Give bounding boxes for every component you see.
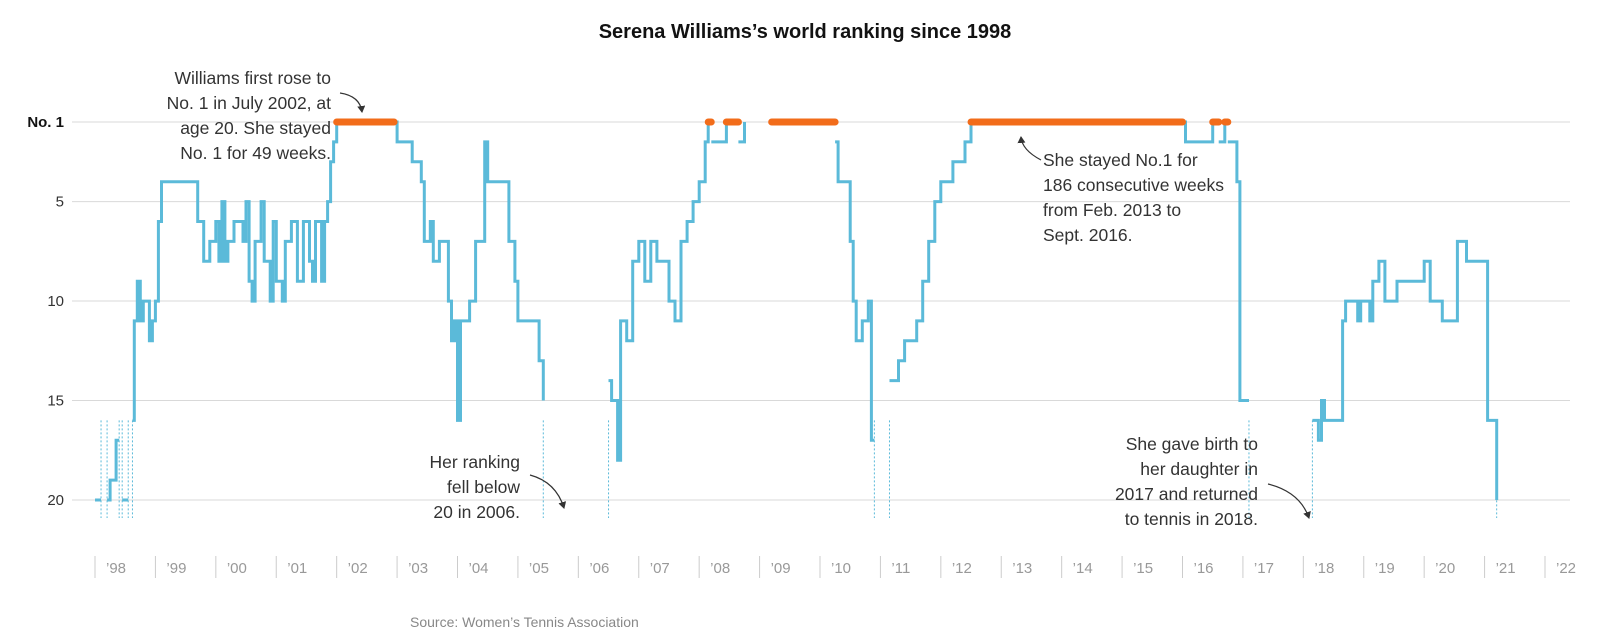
annotation-first-no1: Williams first rose to No. 1 in July 2002…	[167, 68, 332, 163]
x-tick-label: ’02	[348, 560, 368, 577]
x-tick-label: ’09	[771, 560, 791, 577]
annotation-line: Williams first rose to	[174, 68, 331, 88]
ranking-segment	[889, 122, 973, 383]
x-tick-label: ’22	[1556, 560, 1576, 577]
x-tick-label: ’99	[166, 560, 186, 577]
annotation-line: 2017 and returned	[1115, 484, 1258, 504]
x-axis-labels: ’98 ’99 ’00 ’01 ’02 ’03 ’04 ’05 ’06 ’07 ’08 ’09 ’10 ’…	[94, 556, 1576, 578]
y-axis-labels: No. 1 5 10 15 20	[27, 114, 64, 509]
chart-title: Serena Williams’s world ranking since 19…	[599, 21, 1012, 43]
x-tick-label: ’05	[529, 560, 549, 577]
annotation-line: No. 1 for 49 weeks.	[180, 143, 331, 163]
ranking-segment	[738, 122, 746, 144]
y-tick-label: 10	[47, 293, 64, 310]
x-tick-label: ’11	[891, 560, 910, 577]
annotation-line: Sept. 2016.	[1043, 225, 1133, 245]
annotation-arrow	[1267, 483, 1311, 519]
y-tick-label: 20	[47, 492, 64, 509]
x-tick-label: ’18	[1314, 560, 1334, 577]
x-tick-label: ’19	[1375, 560, 1395, 577]
x-tick-label: ’15	[1133, 560, 1153, 577]
y-tick-label: 5	[56, 194, 64, 211]
ranking-segment	[1227, 140, 1249, 402]
annotation-line: her daughter in	[1140, 459, 1258, 479]
annotation-arrow	[1017, 136, 1042, 161]
ranking-segment	[132, 122, 339, 422]
annotation-line: age 20. She stayed	[180, 118, 331, 138]
annotation-186-weeks: She stayed No.1 for 186 consecutive weeks…	[1043, 150, 1224, 245]
x-tick-label: ’17	[1254, 560, 1274, 577]
ranking-segment	[608, 122, 710, 462]
x-tick-label: ’13	[1012, 560, 1032, 577]
x-tick-label: ’16	[1194, 560, 1214, 577]
annotation-line: No. 1 in July 2002, at	[167, 93, 332, 113]
annotation-line: 20 in 2006.	[433, 502, 520, 522]
x-tick-label: ’00	[227, 560, 247, 577]
annotation-arrow	[529, 474, 567, 509]
x-tick-label: ’07	[650, 560, 670, 577]
x-tick-label: ’01	[287, 560, 307, 577]
ranking-segment	[1182, 120, 1215, 144]
ranking-segment	[835, 140, 875, 442]
x-tick-label: ’12	[952, 560, 972, 577]
annotation-line: She stayed No.1 for	[1043, 150, 1198, 170]
x-tick-label: ’04	[469, 560, 489, 577]
y-tick-label: 15	[47, 393, 64, 410]
annotation-line: from Feb. 2013 to	[1043, 200, 1181, 220]
ranking-segment	[394, 120, 545, 422]
gap-markers	[100, 420, 1498, 518]
x-tick-label: ’08	[710, 560, 730, 577]
x-tick-label: ’20	[1435, 560, 1455, 577]
annotations: Williams first rose to No. 1 in July 2002…	[167, 68, 1311, 529]
annotation-gave-birth: She gave birth to her daughter in 2017 and…	[1115, 434, 1258, 529]
ranking-segment	[1218, 122, 1227, 144]
annotation-fell-below-20: Her ranking fell below 20 in 2006.	[430, 452, 521, 522]
x-tick-label: ’14	[1073, 560, 1093, 577]
ranking-line	[95, 120, 1499, 502]
annotation-arrow	[339, 92, 366, 113]
x-tick-label: ’10	[831, 560, 851, 577]
ranking-segment	[711, 122, 728, 144]
x-tick-label: ’03	[408, 560, 428, 577]
y-tick-label: No. 1	[27, 114, 64, 131]
ranking-segment	[1312, 239, 1499, 500]
ranking-segment	[107, 438, 120, 502]
x-tick-label: ’21	[1496, 560, 1516, 577]
annotation-line: fell below	[447, 477, 520, 497]
annotation-line: to tennis in 2018.	[1125, 509, 1258, 529]
x-tick-label: ’98	[106, 560, 126, 577]
annotation-line: 186 consecutive weeks	[1043, 175, 1224, 195]
annotation-line: Her ranking	[430, 452, 520, 472]
source-note: Source: Women’s Tennis Association	[410, 614, 639, 630]
x-tick-label: ’06	[589, 560, 609, 577]
annotation-line: She gave birth to	[1126, 434, 1258, 454]
